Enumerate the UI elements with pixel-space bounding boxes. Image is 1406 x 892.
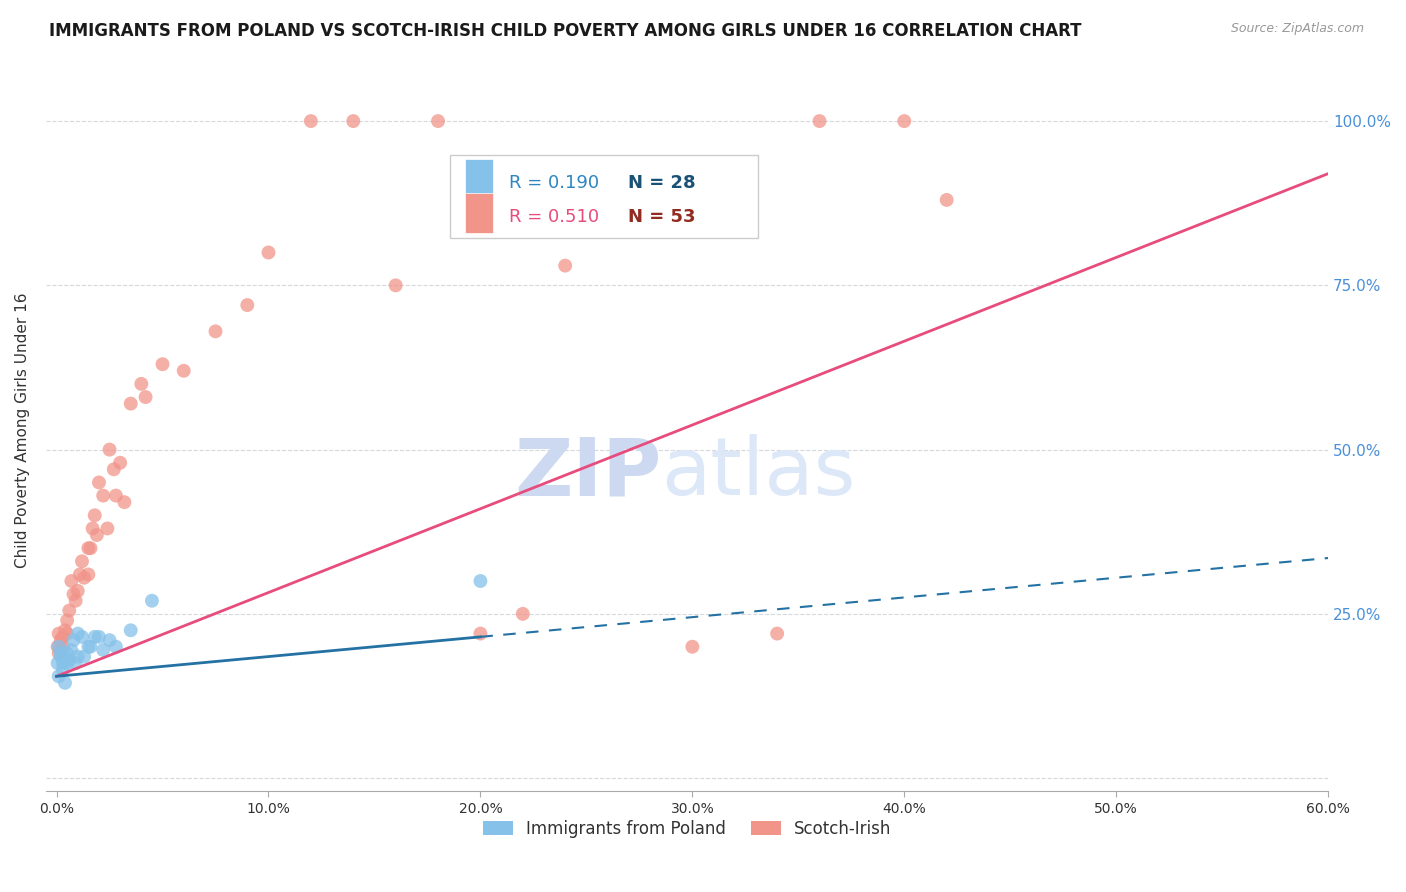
Point bbox=[152, 357, 174, 371]
Point bbox=[48, 646, 70, 660]
Point bbox=[384, 278, 406, 293]
Text: R = 0.190: R = 0.190 bbox=[509, 174, 599, 192]
Point bbox=[53, 624, 76, 638]
Point bbox=[135, 390, 157, 404]
Point bbox=[112, 495, 135, 509]
Point bbox=[65, 593, 87, 607]
Point bbox=[73, 649, 96, 664]
Point bbox=[108, 456, 131, 470]
Point bbox=[62, 633, 84, 648]
Point bbox=[87, 475, 110, 490]
Point bbox=[87, 630, 110, 644]
Point bbox=[91, 489, 114, 503]
Bar bbox=[465, 193, 494, 233]
Text: ZIP: ZIP bbox=[515, 434, 661, 512]
Point bbox=[935, 193, 957, 207]
Point bbox=[470, 574, 492, 588]
Text: Source: ZipAtlas.com: Source: ZipAtlas.com bbox=[1230, 22, 1364, 36]
Point bbox=[77, 541, 100, 556]
Point bbox=[48, 669, 70, 683]
Point bbox=[83, 508, 105, 523]
Point bbox=[512, 607, 534, 621]
Point bbox=[103, 462, 125, 476]
Point bbox=[62, 587, 84, 601]
Point bbox=[120, 396, 142, 410]
Point bbox=[120, 624, 142, 638]
Point bbox=[49, 643, 72, 657]
Point bbox=[204, 324, 226, 338]
Bar bbox=[465, 159, 494, 199]
Y-axis label: Child Poverty Among Girls Under 16: Child Poverty Among Girls Under 16 bbox=[15, 293, 30, 567]
Point bbox=[73, 571, 96, 585]
Point bbox=[46, 656, 69, 670]
Point bbox=[56, 646, 79, 660]
Point bbox=[49, 633, 72, 648]
Point bbox=[257, 245, 280, 260]
Point bbox=[56, 656, 79, 670]
Point bbox=[638, 179, 661, 194]
Point bbox=[681, 640, 703, 654]
Text: R = 0.510: R = 0.510 bbox=[509, 208, 599, 226]
Point bbox=[52, 630, 75, 644]
Point bbox=[58, 653, 80, 667]
FancyBboxPatch shape bbox=[450, 155, 758, 238]
Point bbox=[52, 656, 75, 670]
Point bbox=[66, 649, 89, 664]
Point bbox=[66, 626, 89, 640]
Point bbox=[58, 604, 80, 618]
Text: N = 28: N = 28 bbox=[628, 174, 696, 192]
Point bbox=[56, 614, 79, 628]
Point bbox=[82, 521, 104, 535]
Point bbox=[49, 649, 72, 664]
Point bbox=[49, 646, 72, 660]
Point bbox=[86, 528, 108, 542]
Point bbox=[98, 633, 121, 648]
Point bbox=[173, 364, 195, 378]
Point bbox=[342, 114, 364, 128]
Point bbox=[70, 554, 93, 568]
Point bbox=[77, 567, 100, 582]
Point bbox=[52, 663, 75, 677]
Point bbox=[98, 442, 121, 457]
Point bbox=[66, 583, 89, 598]
Point bbox=[236, 298, 259, 312]
Point bbox=[96, 521, 118, 535]
Point bbox=[104, 489, 127, 503]
Point bbox=[79, 541, 101, 556]
Point bbox=[766, 626, 789, 640]
Legend: Immigrants from Poland, Scotch-Irish: Immigrants from Poland, Scotch-Irish bbox=[475, 813, 898, 845]
Point bbox=[299, 114, 322, 128]
Point bbox=[893, 114, 915, 128]
Point bbox=[554, 259, 576, 273]
Point bbox=[104, 640, 127, 654]
Point bbox=[131, 376, 153, 391]
Point bbox=[53, 676, 76, 690]
Point bbox=[60, 643, 83, 657]
Point bbox=[91, 643, 114, 657]
Text: IMMIGRANTS FROM POLAND VS SCOTCH-IRISH CHILD POVERTY AMONG GIRLS UNDER 16 CORREL: IMMIGRANTS FROM POLAND VS SCOTCH-IRISH C… bbox=[49, 22, 1081, 40]
Point bbox=[48, 626, 70, 640]
Point bbox=[141, 593, 163, 607]
Point bbox=[46, 640, 69, 654]
Point bbox=[60, 574, 83, 588]
Point bbox=[56, 626, 79, 640]
Point bbox=[79, 640, 101, 654]
Point bbox=[83, 630, 105, 644]
Point bbox=[48, 640, 70, 654]
Point bbox=[427, 114, 450, 128]
Point bbox=[470, 626, 492, 640]
Text: atlas: atlas bbox=[661, 434, 856, 512]
Text: N = 53: N = 53 bbox=[628, 208, 696, 226]
Point bbox=[77, 640, 100, 654]
Point bbox=[70, 630, 93, 644]
Point bbox=[808, 114, 831, 128]
Point bbox=[69, 567, 91, 582]
Point bbox=[65, 656, 87, 670]
Point bbox=[52, 640, 75, 654]
